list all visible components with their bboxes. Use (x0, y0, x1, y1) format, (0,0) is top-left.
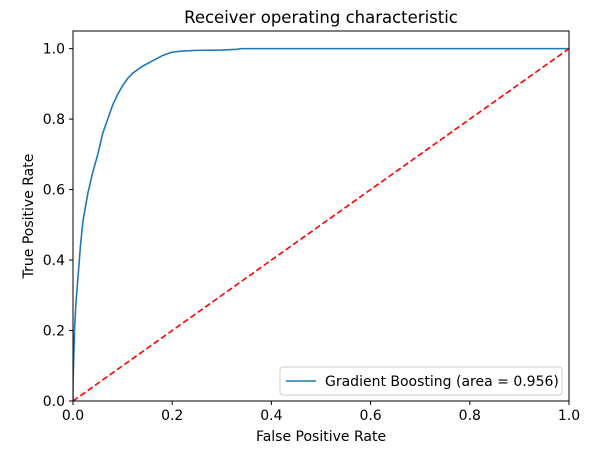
plot-frame (72, 30, 570, 402)
legend: Gradient Boosting (area = 0.956) (279, 366, 563, 396)
x-tick-label: 0.6 (359, 408, 381, 424)
x-tick-label: 0.2 (161, 408, 183, 424)
x-tick-label: 1.0 (558, 408, 580, 424)
y-tick-label: 0.4 (43, 253, 65, 269)
x-axis-label: False Positive Rate (256, 429, 386, 445)
y-tick-label: 0.8 (43, 112, 65, 128)
y-tick-label: 1.0 (43, 42, 65, 58)
x-tick-label: 0.0 (62, 408, 84, 424)
series-line-gradient-boosting (73, 47, 569, 401)
chart-title: Receiver operating characteristic (184, 8, 458, 27)
legend-label-gradient-boosting: Gradient Boosting (area = 0.956) (325, 374, 559, 390)
y-axis: 0.0 0.2 0.4 0.6 0.8 1.0 (43, 42, 73, 410)
y-tick-label: 0.0 (43, 394, 65, 410)
x-tick-label: 0.4 (260, 408, 282, 424)
plot-area (73, 47, 569, 401)
series-line-chance-diagonal (73, 47, 569, 401)
x-axis: 0.0 0.2 0.4 0.6 0.8 1.0 (62, 401, 580, 424)
legend-box (279, 366, 563, 396)
x-tick-label: 0.8 (459, 408, 481, 424)
y-tick-label: 0.6 (43, 183, 65, 199)
y-tick-label: 0.2 (43, 324, 65, 340)
y-axis-label: True Positive Rate (21, 154, 37, 280)
